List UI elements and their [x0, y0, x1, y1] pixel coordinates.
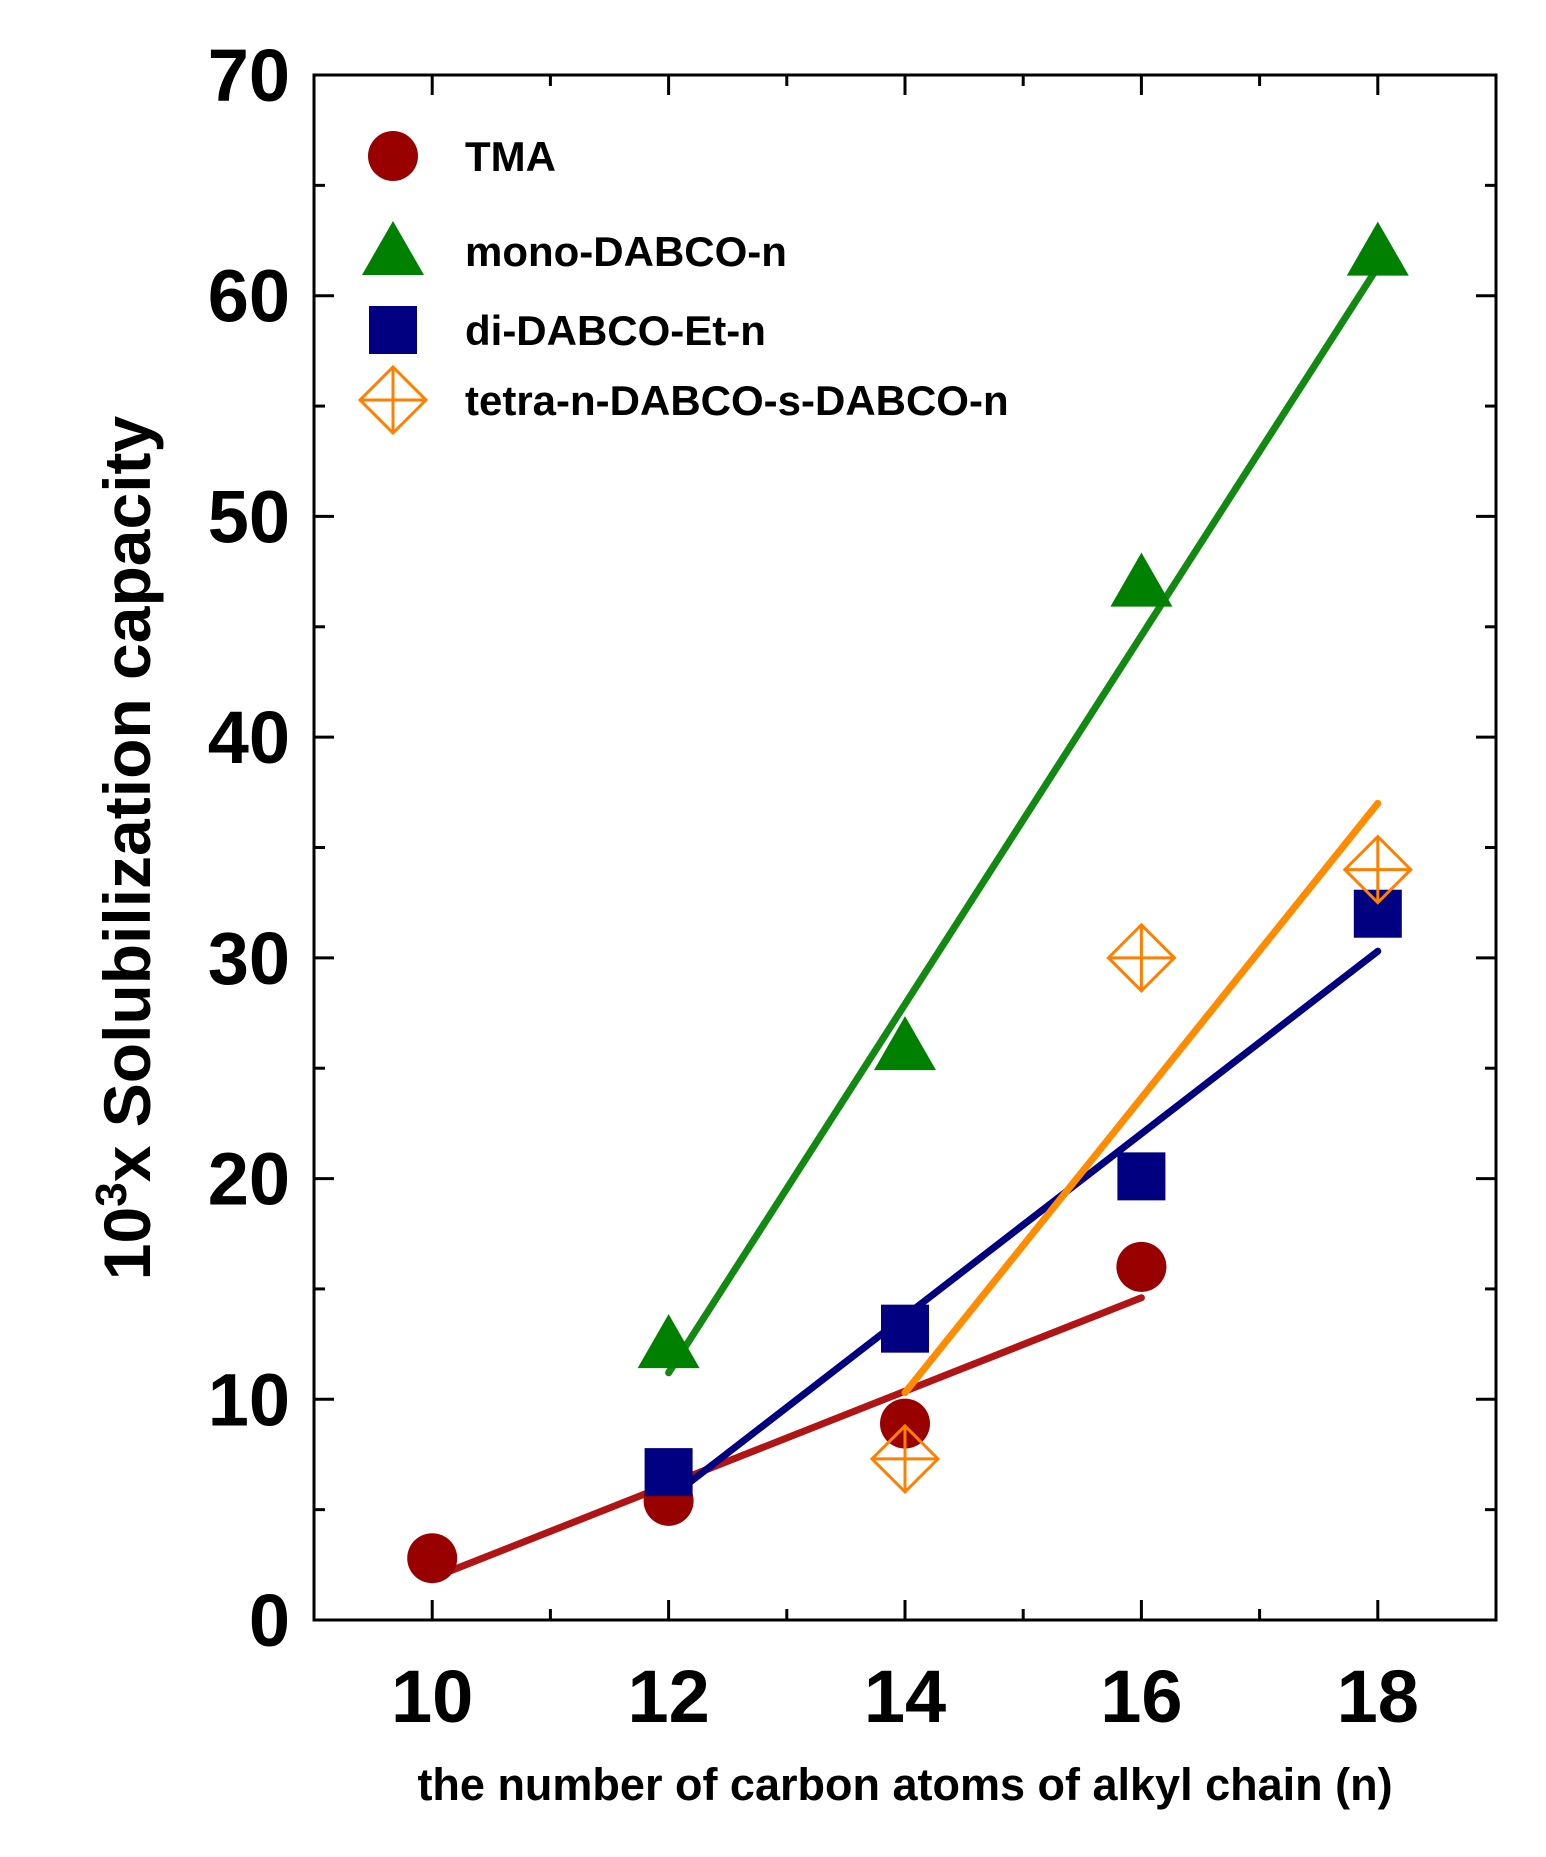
- point-square: [881, 1304, 929, 1353]
- legend-label: di-DABCO-Et-n: [465, 307, 766, 354]
- x-tick-label: 12: [627, 1655, 709, 1738]
- y-tick-label: 40: [208, 696, 290, 779]
- point-triangle: [1110, 552, 1173, 607]
- fit-line-crossed-diamond: [901, 799, 1382, 1397]
- x-tick-label: 16: [1100, 1655, 1182, 1738]
- y-axis-title: 103x Solubilization capacity: [87, 416, 165, 1281]
- y-axis-title-prefix: 10: [90, 1207, 164, 1280]
- y-axis-title-superscript: 3: [87, 1182, 136, 1206]
- point-square: [644, 1448, 693, 1497]
- x-tick-label: 10: [391, 1655, 473, 1738]
- y-axis-ticks: 0 10 20 30 40 50 60 70: [208, 34, 1496, 1662]
- data-points: [407, 221, 1413, 1584]
- legend-label: TMA: [465, 133, 556, 180]
- legend: TMA mono-DABCO-n di-DABCO-Et-n tetra-n-DABC…: [357, 131, 1009, 436]
- point-circle: [407, 1533, 458, 1584]
- legend-marker-crossed-diamond: [357, 364, 429, 436]
- x-axis-ticks: 10 12 14 16 18: [312, 75, 1498, 1738]
- y-axis-title-suffix: x Solubilization capacity: [90, 416, 164, 1183]
- y-tick-label: 0: [249, 1579, 290, 1662]
- y-tick-label: 20: [208, 1138, 290, 1221]
- fit-line-circle: [428, 1294, 1145, 1582]
- point-circle: [880, 1398, 930, 1449]
- fit-line-triangle: [665, 263, 1382, 1377]
- point-crossed-diamond: [869, 1423, 941, 1494]
- legend-label: mono-DABCO-n: [465, 228, 787, 275]
- y-tick-label: 70: [208, 34, 290, 117]
- y-tick-label: 60: [208, 255, 290, 338]
- y-tick-label: 30: [208, 917, 290, 1000]
- legend-marker-triangle: [362, 221, 424, 275]
- legend-marker-square: [369, 306, 417, 354]
- legend-label: tetra-n-DABCO-s-DABCO-n: [465, 377, 1009, 424]
- point-triangle: [637, 1314, 700, 1369]
- point-square: [1117, 1152, 1166, 1201]
- point-triangle: [874, 1016, 936, 1071]
- point-crossed-diamond: [1106, 922, 1177, 993]
- y-tick-label: 10: [208, 1358, 290, 1441]
- point-triangle: [1346, 221, 1409, 276]
- x-tick-label: 14: [864, 1655, 946, 1738]
- point-crossed-diamond: [1342, 834, 1413, 905]
- fit-lines: [428, 263, 1382, 1582]
- fit-line-square: [665, 947, 1382, 1503]
- point-circle: [1116, 1241, 1167, 1292]
- x-axis-title: the number of carbon atoms of alkyl chai…: [417, 1759, 1392, 1810]
- x-tick-label: 18: [1337, 1655, 1419, 1738]
- legend-marker-circle: [368, 131, 418, 181]
- y-tick-label: 50: [208, 475, 290, 558]
